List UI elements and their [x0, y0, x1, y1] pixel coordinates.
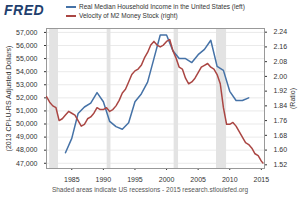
- svg-text:56,000: 56,000: [16, 42, 38, 49]
- svg-text:2005: 2005: [190, 176, 206, 183]
- svg-text:51,000: 51,000: [16, 107, 38, 114]
- html-text:Shaded areas indicate US reces: Shaded areas indicate US recessions - 20…: [51, 186, 249, 193]
- svg-text:(2013 CPI-U-RS Adjusted Dollar: (2013 CPI-U-RS Adjusted Dollars): [5, 46, 13, 152]
- svg-text:2.00: 2.00: [274, 73, 288, 80]
- svg-text:1.76: 1.76: [274, 117, 288, 124]
- svg-text:48,000: 48,000: [16, 146, 38, 153]
- svg-text:53,000: 53,000: [16, 81, 38, 88]
- svg-text:1990: 1990: [96, 176, 112, 183]
- svg-text:1.84: 1.84: [274, 102, 288, 109]
- svg-text:1.68: 1.68: [274, 132, 288, 139]
- html-text:FRED: FRED: [4, 2, 45, 18]
- svg-text:2.08: 2.08: [274, 58, 288, 65]
- svg-text:1.60: 1.60: [274, 146, 288, 153]
- svg-text:2.16: 2.16: [274, 43, 288, 50]
- svg-text:52,000: 52,000: [16, 94, 38, 101]
- svg-text:50,000: 50,000: [16, 120, 38, 127]
- svg-text:1985: 1985: [64, 176, 80, 183]
- svg-text:2000: 2000: [159, 176, 175, 183]
- svg-text:1.52: 1.52: [274, 161, 288, 168]
- html-text:Velocity of M2 Money Stock (ri: Velocity of M2 Money Stock (right): [79, 12, 178, 19]
- svg-text:(Ratio): (Ratio): [289, 88, 297, 109]
- svg-text:47,000: 47,000: [16, 160, 38, 167]
- svg-text:54,000: 54,000: [16, 68, 38, 75]
- html-text:Real Median Household Income i: Real Median Household Income in the Unit…: [79, 3, 245, 10]
- svg-text:1995: 1995: [127, 176, 143, 183]
- svg-text:2015: 2015: [254, 176, 270, 183]
- svg-text:55,000: 55,000: [16, 55, 38, 62]
- svg-text:2.24: 2.24: [274, 28, 288, 35]
- svg-text:2010: 2010: [222, 176, 238, 183]
- svg-text:49,000: 49,000: [16, 133, 38, 140]
- svg-text:57,000: 57,000: [16, 29, 38, 36]
- svg-text:1.92: 1.92: [274, 87, 288, 94]
